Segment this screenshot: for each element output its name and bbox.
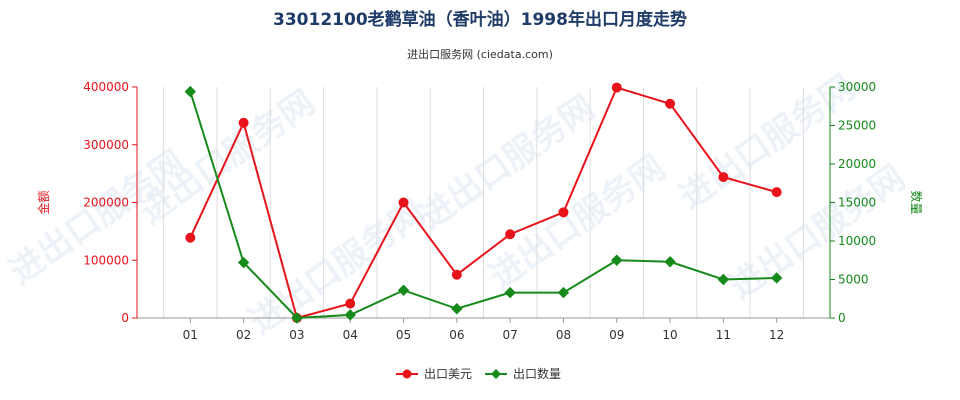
data-point-usd: [185, 232, 196, 243]
data-point-usd: [451, 269, 462, 280]
data-point-quantity: [717, 273, 730, 286]
x-tick-label: 05: [396, 328, 411, 342]
right-y-tick-label: 25000: [838, 119, 876, 133]
left-axis-title: 金额: [36, 190, 51, 214]
x-tick-label: 08: [556, 328, 571, 342]
x-tick-label: 01: [183, 328, 198, 342]
data-point-quantity: [504, 286, 516, 299]
right-y-tick-label: 15000: [838, 196, 876, 210]
data-point-usd: [398, 197, 409, 208]
data-point-quantity: [664, 256, 676, 268]
data-point-usd: [611, 82, 622, 93]
right-y-tick-label: 5000: [838, 273, 869, 287]
legend-label-1: 出口美元: [424, 367, 472, 381]
data-point-usd: [505, 229, 516, 240]
grid-layer: [163, 87, 804, 318]
legend-layer: 出口美元 出口数量: [396, 366, 561, 381]
x-tick-label: 03: [289, 328, 304, 342]
data-point-usd: [558, 207, 569, 218]
watermark-layer: 进出口服务网 进出口服务网 进出口服务网 进出口服务网 进出口服务网 进出口服务…: [2, 68, 912, 343]
data-point-quantity: [770, 272, 783, 284]
series-line-2: [189, 91, 777, 320]
watermark-text-7: 进出口服务网: [672, 68, 862, 218]
legend-label-2: 出口数量: [513, 366, 561, 381]
x-tick-label: 11: [716, 328, 731, 342]
x-tick-label: 07: [503, 328, 518, 342]
data-point-quantity: [557, 286, 570, 299]
left-y-tick-label: 0: [121, 311, 129, 325]
data-point-quantity: [611, 254, 623, 266]
data-point-usd: [345, 298, 356, 309]
axes-layer: 0 100000 200000 300000 400000 0 5000 10000 15000…: [36, 80, 924, 342]
data-point-usd: [665, 98, 676, 109]
data-point-quantity: [184, 85, 197, 98]
x-tick-label: 02: [236, 328, 251, 342]
data-point-usd: [718, 172, 729, 183]
data-point-usd: [238, 117, 249, 128]
right-axis-title: 数量: [909, 190, 924, 214]
x-tick-label: 12: [769, 328, 784, 342]
x-tick-label: 06: [449, 328, 464, 342]
x-tick-label: 10: [662, 328, 677, 342]
left-y-tick-label: 100000: [83, 253, 129, 267]
data-point-quantity: [397, 284, 410, 296]
data-point-quantity: [237, 256, 250, 269]
left-y-tick-label: 200000: [83, 196, 129, 210]
chart-title: 33012100老鹳草油（香叶油）1998年出口月度走势: [273, 9, 687, 30]
data-point-usd: [771, 187, 782, 198]
legend-marker-usd: [402, 369, 412, 379]
right-y-tick-label: 10000: [838, 234, 876, 248]
left-y-tick-label: 400000: [83, 80, 129, 94]
right-y-tick-label: 30000: [838, 80, 876, 94]
right-y-tick-label: 20000: [838, 157, 876, 171]
data-point-quantity: [451, 303, 463, 315]
right-y-tick-label: 0: [838, 311, 846, 325]
series-line-1: [189, 86, 777, 320]
x-tick-label: 09: [609, 328, 624, 342]
left-y-tick-label: 300000: [83, 138, 129, 152]
watermark-text-4: 进出口服务网: [722, 158, 912, 308]
x-tick-label: 04: [343, 328, 358, 342]
data-point-quantity: [291, 312, 303, 324]
legend-marker-quantity: [491, 369, 501, 379]
series-layer: [184, 82, 783, 324]
chart-subtitle: 进出口服务网 (ciedata.com): [407, 47, 553, 61]
data-point-quantity: [344, 309, 356, 321]
